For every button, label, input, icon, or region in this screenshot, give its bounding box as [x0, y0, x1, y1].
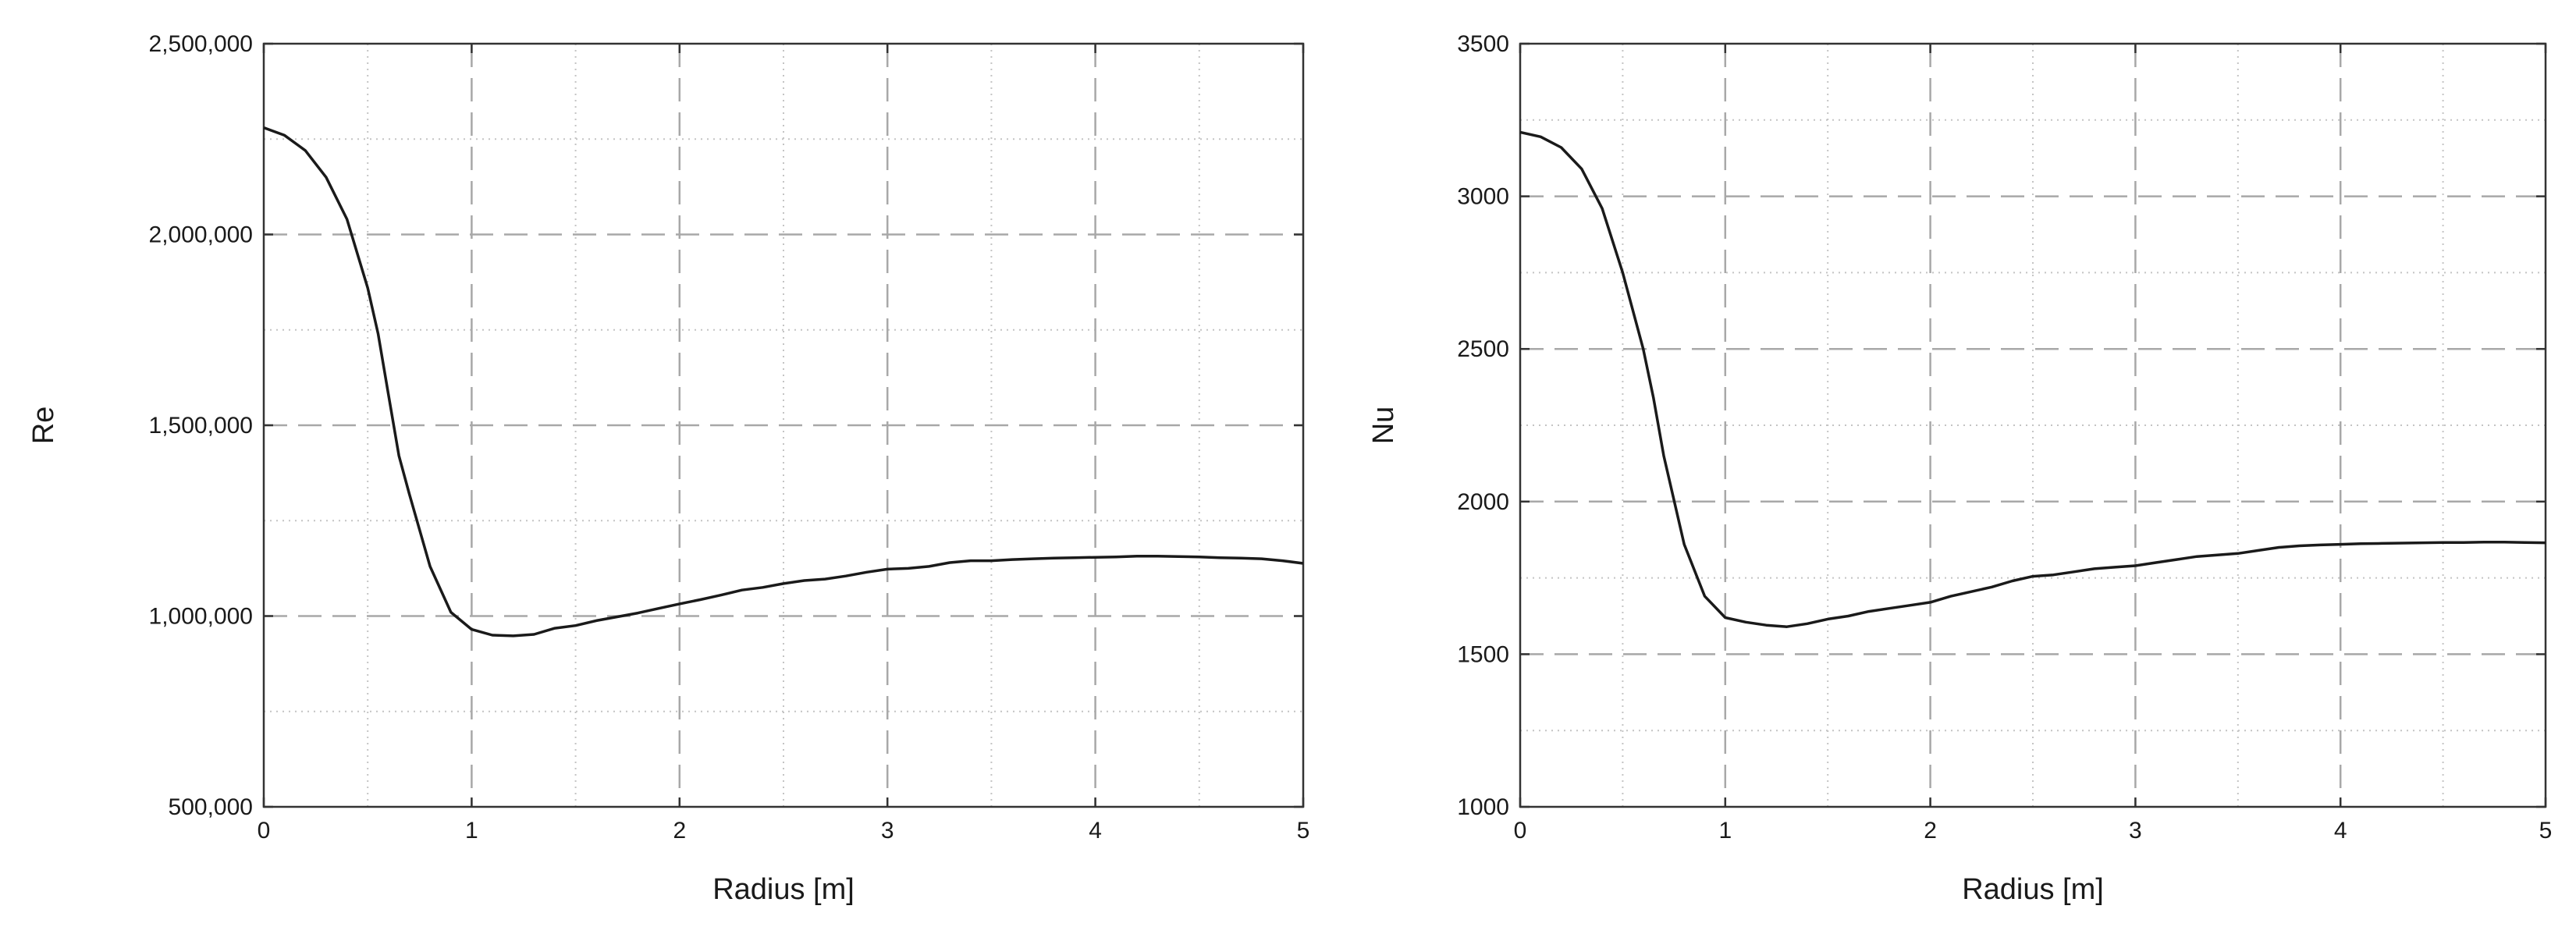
- x-tick-label: 0: [258, 818, 271, 844]
- x-tick-label: 1: [1718, 818, 1732, 844]
- y-axis-label: Nu: [1367, 407, 1400, 445]
- y-tick-label: 1000: [1457, 794, 1509, 820]
- y-tick-label: 2500: [1457, 336, 1509, 362]
- y-tick-label: 2,000,000: [149, 222, 253, 248]
- plot-frame: [1519, 42, 2547, 808]
- y-axis-label: Re: [27, 407, 60, 445]
- x-tick-label: 2: [673, 818, 686, 844]
- x-tick-label: 3: [2129, 818, 2142, 844]
- x-axis-label: Radius [m]: [712, 873, 855, 906]
- nu-chart: 0 1 2 3 4 5 1000 1500 2000 2500 3000 3500 Radius [m]…: [1367, 31, 2552, 906]
- x-tick-label: 4: [1089, 818, 1102, 844]
- y-tick-label: 1,000,000: [149, 604, 253, 630]
- y-tick-label: 1,500,000: [149, 413, 253, 439]
- x-axis-label: Radius [m]: [1962, 873, 2104, 906]
- x-tick-label: 4: [2334, 818, 2347, 844]
- y-tick-label: 2,500,000: [149, 31, 253, 57]
- re-chart: 0 1 2 3 4 5 500,000 1,000,000 1,500,000 2,000,000…: [27, 31, 1309, 906]
- x-tick-label: 0: [1514, 818, 1527, 844]
- x-tick-label: 1: [465, 818, 478, 844]
- series-line: [263, 126, 1304, 638]
- y-tick-label: 3000: [1457, 184, 1509, 210]
- y-tick-label: 500,000: [169, 794, 253, 820]
- x-tick-label: 2: [1924, 818, 1937, 844]
- x-tick-label: 5: [1297, 818, 1310, 844]
- y-tick-label: 1500: [1457, 641, 1509, 667]
- y-tick-label: 3500: [1457, 31, 1509, 57]
- series-line: [1519, 130, 2546, 628]
- y-tick-label: 2000: [1457, 489, 1509, 515]
- x-tick-label: 3: [881, 818, 894, 844]
- x-tick-label: 5: [2539, 818, 2553, 844]
